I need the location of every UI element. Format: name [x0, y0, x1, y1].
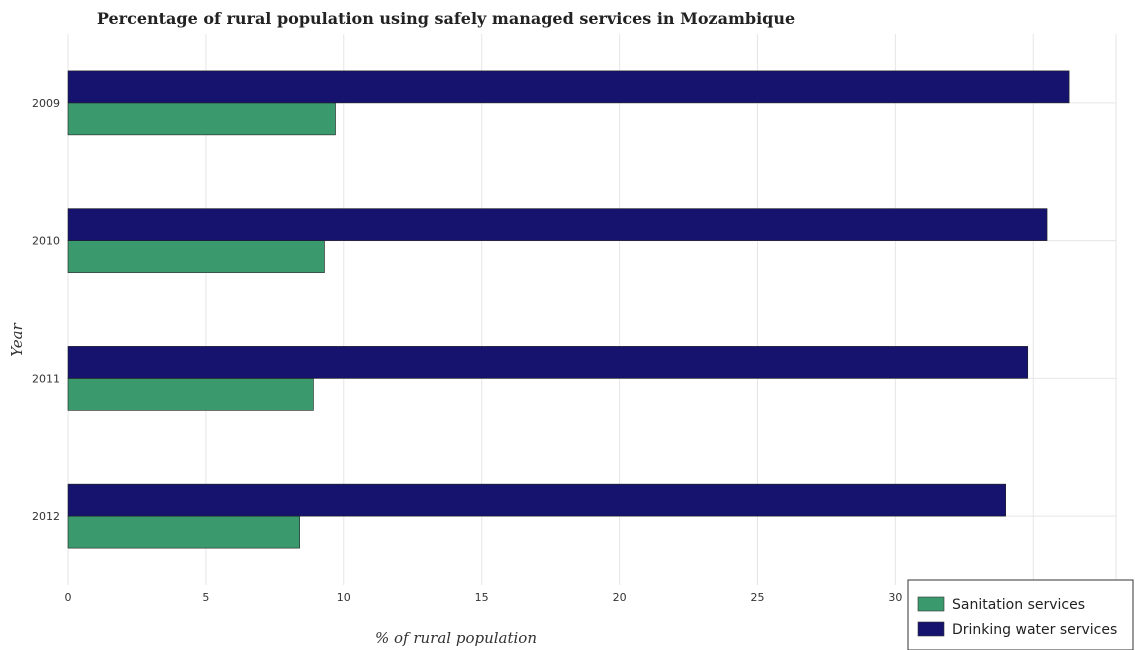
bar-drinking-water — [67, 483, 1006, 517]
legend-box — [907, 579, 1134, 650]
bar-drinking-water — [67, 346, 1029, 379]
bar-sanitation — [67, 240, 325, 273]
legend-label-drinking-water: Drinking water services — [952, 622, 1117, 638]
legend-label-sanitation: Sanitation services — [952, 597, 1085, 613]
x-tick-label: 15 — [475, 591, 489, 604]
legend: Sanitation services Drinking water servi… — [907, 579, 1134, 650]
y-tick-label: 2011 — [32, 372, 60, 385]
x-tick-label: 25 — [750, 591, 764, 604]
bar-sanitation — [67, 378, 314, 411]
y-tick-label: 2012 — [32, 510, 60, 523]
legend-swatch-sanitation — [917, 596, 945, 612]
y-tick-label: 2010 — [32, 235, 60, 248]
chart-title: Percentage of rural population using saf… — [97, 9, 795, 28]
x-tick-label: 30 — [888, 591, 902, 604]
legend-swatch-drinking-water — [917, 621, 945, 637]
x-tick-label: 5 — [202, 591, 209, 604]
bar-sanitation — [67, 102, 336, 136]
y-axis-label: Year — [8, 322, 26, 356]
x-axis-label: % of rural population — [375, 629, 537, 647]
x-tick-label: 10 — [337, 591, 351, 604]
x-tick-label: 20 — [613, 591, 627, 604]
bar-drinking-water — [67, 208, 1048, 241]
bars-layer — [67, 70, 1070, 549]
bar-drinking-water — [67, 70, 1070, 104]
y-tick-label: 2009 — [32, 97, 60, 110]
bar-sanitation — [67, 515, 300, 549]
x-tick-label: 0 — [65, 591, 72, 604]
